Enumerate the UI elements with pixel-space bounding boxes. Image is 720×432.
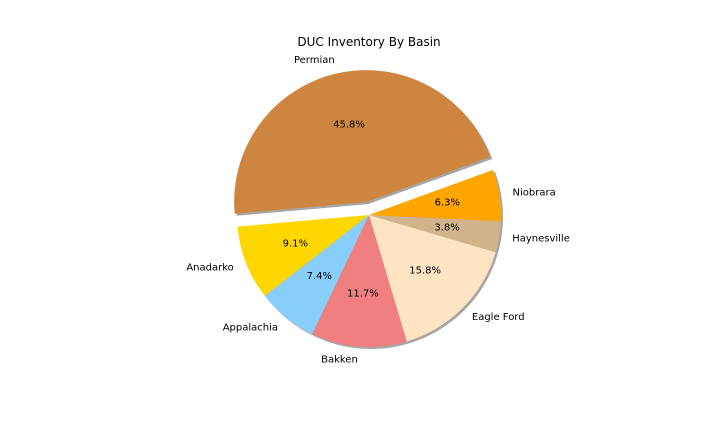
slice-appalachia xyxy=(264,215,369,335)
pie-slices xyxy=(234,70,501,347)
slice-eagle-ford xyxy=(369,215,496,342)
slice-pct-eagle-ford: 15.8% xyxy=(409,265,441,276)
slice-pct-appalachia: 7.4% xyxy=(307,271,332,282)
slice-label-eagle-ford: Eagle Ford xyxy=(472,312,525,323)
slice-label-bakken: Bakken xyxy=(321,354,358,365)
slice-label-appalachia: Appalachia xyxy=(223,323,278,334)
slice-label-haynesville: Haynesville xyxy=(512,234,570,245)
slice-label-permian: Permian xyxy=(294,55,335,66)
chart-title: DUC Inventory By Basin xyxy=(297,35,440,49)
slice-pct-permian: 45.8% xyxy=(333,119,365,130)
slice-pct-bakken: 11.7% xyxy=(347,289,379,300)
slice-label-niobrara: Niobrara xyxy=(513,188,556,199)
slice-pct-niobrara: 6.3% xyxy=(435,198,460,209)
slice-pct-haynesville: 3.8% xyxy=(434,223,459,234)
slice-pct-anadarko: 9.1% xyxy=(283,239,308,250)
slice-permian xyxy=(234,70,491,214)
slice-niobrara xyxy=(369,169,501,222)
slice-anadarko xyxy=(237,215,369,296)
slice-bakken xyxy=(312,215,407,347)
slice-haynesville xyxy=(369,215,501,253)
slice-label-anadarko: Anadarko xyxy=(186,263,233,274)
slice-labels: Permian 45.8% Anadarko 9.1% Appalachia 7.4% Ba… xyxy=(186,55,570,365)
